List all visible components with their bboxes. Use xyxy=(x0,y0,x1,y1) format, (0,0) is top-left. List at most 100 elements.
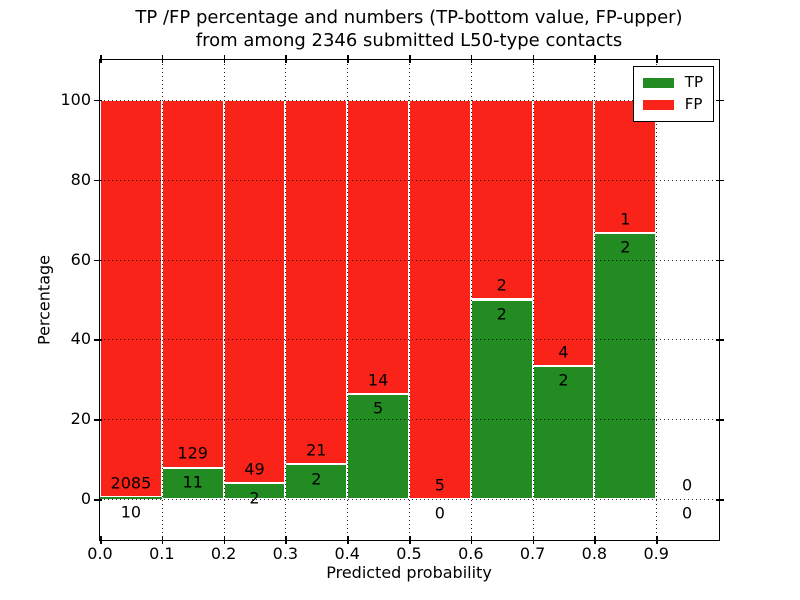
tp-count-label: 11 xyxy=(182,472,203,492)
tp-count-label: 5 xyxy=(373,398,384,418)
fp-count-label: 2085 xyxy=(110,473,152,493)
x-gridline xyxy=(409,60,410,539)
x-tick-mark-bottom xyxy=(532,536,535,544)
chart-title: TP /FP percentage and numbers (TP-bottom… xyxy=(100,6,718,52)
x-tick-mark-bottom xyxy=(347,536,349,544)
y-tick-label: 60 xyxy=(70,249,91,269)
x-tick-label: 0.4 xyxy=(334,544,360,563)
x-tick-mark-top xyxy=(285,55,287,63)
x-tick-mark-top xyxy=(347,55,349,63)
x-tick-mark-top xyxy=(223,55,226,63)
tp-count-label: 2 xyxy=(249,488,260,508)
x-tick-mark-bottom xyxy=(409,536,411,544)
tp-count-label: 2 xyxy=(496,304,507,324)
x-tick-mark-bottom xyxy=(285,536,287,544)
y-tick-mark-right xyxy=(716,179,724,182)
tp-color-swatch xyxy=(642,77,674,88)
x-gridline xyxy=(161,60,163,539)
fp-count-label: 4 xyxy=(558,342,569,362)
y-tick-label: 80 xyxy=(70,169,91,189)
x-tick-label: 0.7 xyxy=(519,544,546,563)
bar-fp-segment xyxy=(409,99,471,500)
legend-item-tp: TP xyxy=(642,73,703,91)
fp-count-label: 1 xyxy=(620,209,631,229)
x-tick-label: 0.3 xyxy=(272,544,299,563)
x-tick-mark-bottom xyxy=(223,536,226,544)
x-tick-mark-bottom xyxy=(100,536,102,544)
tp-count-label: 2 xyxy=(620,237,631,257)
x-gridline xyxy=(470,60,472,539)
bar-tp-segment xyxy=(285,464,348,500)
x-tick-label: 0.8 xyxy=(581,544,608,563)
x-gridline xyxy=(223,60,225,539)
y-tick-mark-right xyxy=(716,99,724,102)
x-tick-label: 0.9 xyxy=(643,544,669,563)
x-tick-mark-top xyxy=(409,55,411,63)
chart-title-line-1: TP /FP percentage and numbers (TP-bottom… xyxy=(135,7,683,28)
x-tick-mark-top xyxy=(161,55,164,63)
bar-fp-segment xyxy=(532,99,595,367)
x-tick-label: 0.6 xyxy=(458,544,484,563)
bar-fp-segment xyxy=(100,99,162,498)
bar-fp-segment xyxy=(161,99,224,468)
x-tick-mark-bottom xyxy=(656,536,658,544)
fp-count-label: 21 xyxy=(306,440,327,460)
x-tick-mark-bottom xyxy=(161,536,164,544)
y-tick-label: 0 xyxy=(80,489,91,509)
bar-fp-segment xyxy=(470,99,533,300)
y-tick-mark-right xyxy=(716,499,724,501)
bar-tp-segment xyxy=(470,299,533,500)
bar-tp-segment xyxy=(594,232,657,500)
x-gridline xyxy=(532,60,534,539)
fp-color-swatch xyxy=(642,99,674,110)
y-tick-mark-left xyxy=(94,419,102,421)
y-tick-mark-left xyxy=(94,499,102,501)
bar-fp-segment xyxy=(347,99,409,394)
bar-fp-segment xyxy=(285,99,348,465)
y-tick-label: 20 xyxy=(70,409,91,429)
y-tick-label: 40 xyxy=(70,329,91,349)
tp-count-label: 0 xyxy=(682,503,693,523)
y-tick-mark-left xyxy=(94,259,102,262)
chart-title-line-2: from among 2346 submitted L50-type conta… xyxy=(195,30,623,51)
y-tick-mark-right xyxy=(716,419,724,421)
bar-tp-segment xyxy=(100,497,162,500)
tp-count-label: 2 xyxy=(311,469,322,489)
x-tick-mark-top xyxy=(532,55,535,63)
legend-label-fp: FP xyxy=(684,95,703,113)
fp-count-label: 0 xyxy=(682,475,693,495)
legend: TP FP xyxy=(632,66,714,122)
x-gridline xyxy=(594,60,596,539)
fp-count-label: 49 xyxy=(244,459,265,479)
fp-count-label: 5 xyxy=(434,475,445,495)
x-gridline xyxy=(285,60,287,539)
y-tick-label: 100 xyxy=(60,89,91,109)
y-tick-mark-left xyxy=(94,99,102,102)
tp-count-label: 2 xyxy=(558,370,569,390)
plot-area: TP FP 2085 10 129 11 49 2 21 2 14 5 5 0 2 2 4 2 1 2 0 0 0.0 0… xyxy=(60,55,724,562)
y-tick-mark-right xyxy=(716,339,724,341)
x-gridline xyxy=(656,60,658,539)
x-tick-mark-bottom xyxy=(594,536,596,544)
x-axis-label: Predicted probability xyxy=(326,563,492,582)
bar-fp-segment xyxy=(223,99,286,484)
legend-label-tp: TP xyxy=(684,73,703,91)
y-tick-mark-left xyxy=(94,339,102,341)
x-tick-label: 0.1 xyxy=(149,544,175,563)
tp-count-label: 0 xyxy=(434,503,445,523)
fp-count-label: 14 xyxy=(367,370,389,390)
legend-item-fp: FP xyxy=(642,95,703,113)
x-tick-mark-bottom xyxy=(470,536,473,544)
x-tick-mark-top xyxy=(656,55,658,63)
y-tick-mark-right xyxy=(716,259,724,262)
x-tick-label: 0.2 xyxy=(210,544,237,563)
x-tick-mark-top xyxy=(470,55,473,63)
fp-count-label: 129 xyxy=(177,443,208,463)
y-tick-mark-left xyxy=(94,179,102,182)
bar-tp-segment xyxy=(161,467,224,500)
x-tick-mark-top xyxy=(100,55,102,63)
x-tick-mark-top xyxy=(594,55,596,63)
tp-count-label: 10 xyxy=(120,502,142,522)
fp-count-label: 2 xyxy=(496,275,507,295)
